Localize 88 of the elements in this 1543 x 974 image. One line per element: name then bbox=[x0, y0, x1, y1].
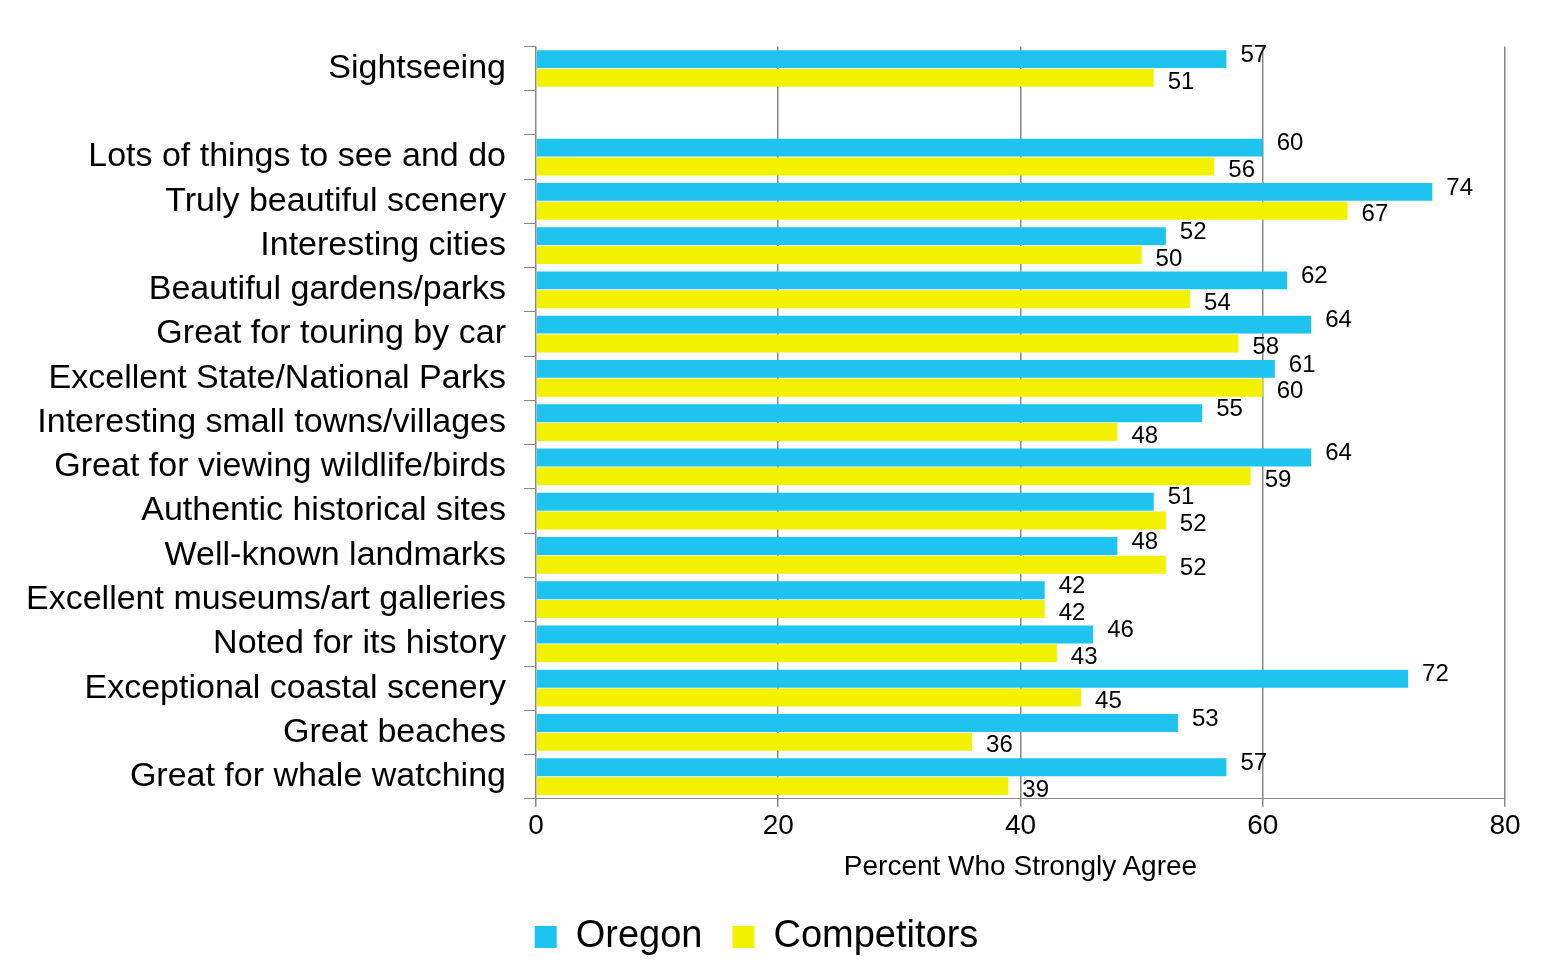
data-label: 53 bbox=[1191, 703, 1219, 731]
data-label: 57 bbox=[1240, 747, 1268, 775]
data-label: 51 bbox=[1167, 66, 1195, 94]
data-label: 56 bbox=[1228, 155, 1255, 183]
data-label: 59 bbox=[1264, 464, 1292, 492]
bar bbox=[536, 688, 1082, 707]
data-label: 62 bbox=[1300, 261, 1328, 289]
bar bbox=[536, 467, 1251, 486]
bar bbox=[536, 581, 1045, 600]
data-label: 60 bbox=[1276, 128, 1304, 156]
bar bbox=[536, 777, 1009, 796]
data-label: 42 bbox=[1058, 597, 1086, 625]
x-tick-label: 40 bbox=[1004, 809, 1037, 841]
data-label: 58 bbox=[1252, 332, 1280, 360]
bar bbox=[536, 157, 1215, 176]
bar bbox=[536, 537, 1118, 555]
x-axis-title: Percent Who Strongly Agree bbox=[843, 849, 1198, 881]
data-label: 52 bbox=[1179, 553, 1207, 581]
data-label: 52 bbox=[1179, 509, 1207, 537]
bar bbox=[536, 758, 1227, 777]
bar bbox=[536, 290, 1191, 309]
y-tick-label: Sightseeing bbox=[328, 46, 506, 85]
y-tick-label: Excellent museums/art galleries bbox=[26, 578, 506, 617]
bar bbox=[536, 732, 973, 751]
data-label: 64 bbox=[1325, 305, 1352, 333]
y-tick-label: Great beaches bbox=[282, 710, 506, 749]
data-label: 43 bbox=[1070, 641, 1098, 669]
data-label: 60 bbox=[1276, 376, 1304, 404]
bar bbox=[536, 50, 1227, 69]
y-tick-label: Lots of things to see and do bbox=[88, 135, 506, 174]
y-tick-label: Great for touring by car bbox=[156, 312, 506, 351]
y-tick-label: Interesting cities bbox=[260, 223, 506, 262]
x-tick-label: 60 bbox=[1247, 809, 1279, 841]
bar bbox=[536, 448, 1312, 467]
bar bbox=[536, 315, 1312, 334]
y-tick-label: Great for whale watching bbox=[129, 755, 506, 794]
bar bbox=[536, 625, 1094, 644]
bar bbox=[536, 714, 1178, 732]
x-tick-label: 20 bbox=[762, 809, 794, 841]
y-tick-label: Exceptional coastal scenery bbox=[84, 666, 506, 705]
y-tick-label: Excellent State/National Parks bbox=[48, 356, 506, 395]
bar bbox=[536, 360, 1275, 378]
bar bbox=[536, 69, 1154, 87]
bar bbox=[536, 334, 1239, 353]
x-tick-label: 0 bbox=[528, 809, 544, 841]
y-tick-label: Well-known landmarks bbox=[164, 533, 506, 572]
data-label: 48 bbox=[1131, 526, 1159, 554]
data-label: 50 bbox=[1155, 243, 1183, 271]
bar bbox=[536, 511, 1166, 530]
data-label: 36 bbox=[986, 730, 1013, 758]
data-label: 45 bbox=[1095, 686, 1122, 714]
bar bbox=[536, 404, 1203, 423]
legend-label: Oregon bbox=[575, 913, 703, 956]
bar bbox=[536, 423, 1118, 441]
bar bbox=[536, 600, 1045, 618]
bar bbox=[536, 227, 1166, 246]
bar bbox=[536, 669, 1409, 688]
y-tick-label: Authentic historical sites bbox=[141, 489, 506, 528]
data-label: 39 bbox=[1022, 774, 1050, 802]
x-tick-label: 80 bbox=[1489, 809, 1521, 841]
bar bbox=[536, 555, 1166, 574]
data-label: 57 bbox=[1240, 39, 1268, 67]
data-label: 61 bbox=[1288, 349, 1316, 377]
data-label: 51 bbox=[1167, 482, 1195, 510]
data-label: 52 bbox=[1179, 216, 1207, 244]
data-label: 74 bbox=[1446, 172, 1474, 200]
bar bbox=[536, 138, 1263, 157]
bar bbox=[536, 492, 1154, 511]
data-label: 54 bbox=[1204, 287, 1231, 315]
data-label: 42 bbox=[1058, 570, 1086, 598]
y-tick-label: Truly beautiful scenery bbox=[165, 179, 506, 218]
bar bbox=[536, 182, 1433, 201]
data-label: 46 bbox=[1107, 615, 1134, 643]
y-tick-label: Noted for its history bbox=[213, 622, 506, 661]
data-label: 48 bbox=[1131, 420, 1159, 448]
data-label: 64 bbox=[1325, 438, 1352, 466]
data-label: 55 bbox=[1216, 393, 1243, 421]
bar bbox=[536, 246, 1142, 264]
bar bbox=[536, 271, 1287, 290]
bar bbox=[536, 378, 1263, 397]
bar bbox=[536, 644, 1057, 663]
data-label: 67 bbox=[1361, 199, 1389, 227]
bar bbox=[536, 201, 1348, 220]
legend-label: Competitors bbox=[773, 913, 979, 956]
data-label: 72 bbox=[1422, 659, 1449, 687]
y-tick-label: Interesting small towns/villages bbox=[37, 400, 506, 439]
y-tick-label: Great for viewing wildlife/birds bbox=[54, 445, 506, 484]
y-tick-label: Beautiful gardens/parks bbox=[148, 268, 506, 307]
